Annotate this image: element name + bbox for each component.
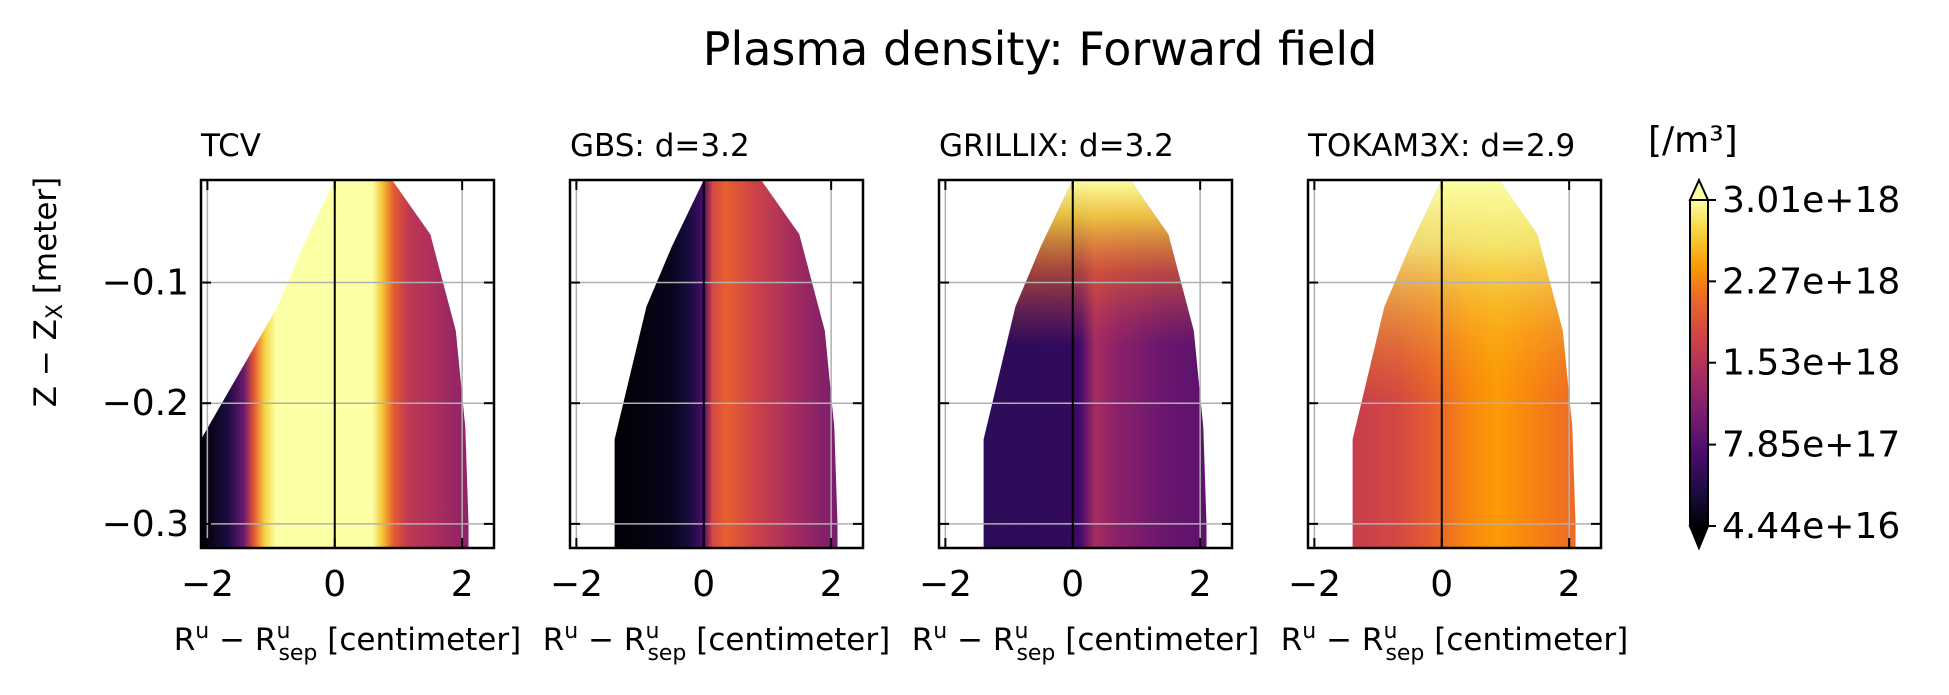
colorbar-bar: [1689, 199, 1709, 527]
panel-3: GRILLIX: d=3.2 −2 0 2 Ru − Ru sep [centimeter…: [912, 128, 1259, 666]
x-tick-label: 0: [1061, 564, 1084, 605]
x-axis-label: Ru − Ru sep [centimeter]: [174, 619, 521, 666]
y-tick-label: −0.3: [102, 504, 189, 545]
x-tick-label: 2: [451, 564, 474, 605]
x-axis-label: Ru − Ru sep [centimeter]: [912, 619, 1259, 666]
y-tick-label: −0.1: [102, 263, 189, 304]
y-tick-label: −0.2: [102, 383, 189, 424]
colorbar-tick-label: 1.53e+18: [1722, 343, 1900, 384]
density-field: [614, 180, 838, 548]
colorbar-tick-label: 3.01e+18: [1722, 180, 1900, 221]
panel-1: TCV −2 0 2 −0.1 −0.2 −0.3 Ru − Ru sep [centimete…: [102, 128, 522, 666]
x-tick-label: 0: [692, 564, 715, 605]
panel-title: TOKAM3X: d=2.9: [1307, 128, 1575, 164]
axes-frame: [937, 178, 1234, 550]
x-tick-label: 0: [1430, 564, 1453, 605]
colorbar-tick-label: 7.85e+17: [1722, 425, 1900, 466]
x-tick-label: −2: [1288, 564, 1341, 605]
colorbar-unit: [/m³]: [1648, 120, 1738, 161]
axes-frame: [1306, 178, 1603, 550]
x-tick-label: 2: [820, 564, 843, 605]
x-axis-label: Ru − Ru sep [centimeter]: [1281, 619, 1628, 666]
panel-title: GRILLIX: d=3.2: [939, 128, 1174, 164]
panel-title: TCV: [200, 128, 261, 164]
colorbar-ticks: 3.01e+18 2.27e+18 1.53e+18 7.85e+17 4.44e+16: [1708, 180, 1900, 547]
x-tick-label: 2: [1558, 564, 1581, 605]
x-tick-label: −2: [181, 564, 234, 605]
figure-title: Plasma density: Forward field: [702, 22, 1378, 76]
density-highlight: [1352, 180, 1576, 548]
panels-group: TCV −2 0 2 −0.1 −0.2 −0.3 Ru − Ru sep [centimete…: [102, 128, 1629, 666]
colorbar-tick-label: 2.27e+18: [1722, 261, 1900, 302]
colorbar-tick-label: 4.44e+16: [1722, 506, 1900, 547]
panel-2: GBS: d=3.2 −2 0 2 Ru − Ru sep [centimeter]: [543, 128, 890, 666]
x-tick-label: 0: [323, 564, 346, 605]
axes-frame: [199, 178, 496, 550]
y-axis-label: Z − ZX [meter]: [28, 177, 68, 408]
colorbar-extend-min: [1688, 525, 1710, 551]
x-tick-label: 2: [1189, 564, 1212, 605]
panel-4: TOKAM3X: d=2.9 −2 0 2 Ru − Ru sep [centimeter…: [1281, 128, 1628, 666]
colorbar-extend-max: [1688, 177, 1710, 201]
density-highlight: [983, 180, 1207, 548]
colorbar: [/m³] 3.01e+18 2.27e+18 1.53e+18 7.85e+17 4.…: [1648, 120, 1900, 551]
x-axis-label: Ru − Ru sep [centimeter]: [543, 619, 890, 666]
x-tick-label: −2: [550, 564, 603, 605]
x-tick-label: −2: [919, 564, 972, 605]
panel-title: GBS: d=3.2: [570, 128, 750, 164]
axes-frame: [568, 178, 865, 550]
